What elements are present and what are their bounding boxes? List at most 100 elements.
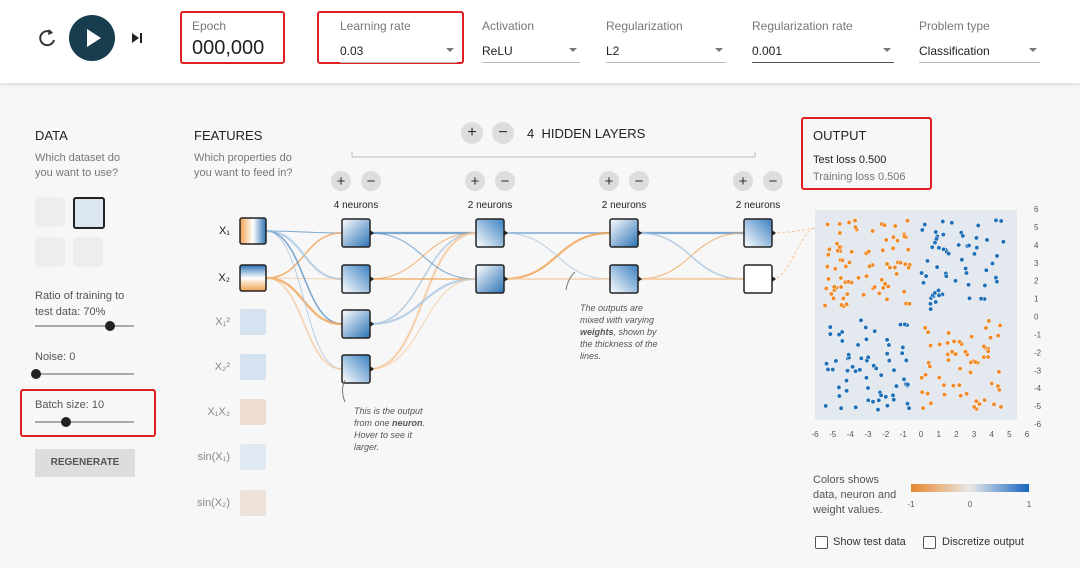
checkbox-label[interactable]: Discretize output	[942, 536, 1024, 548]
data-point	[959, 257, 965, 263]
batch-thumb[interactable]	[61, 417, 71, 427]
data-point	[901, 376, 907, 382]
data-point	[852, 218, 858, 224]
data-point	[837, 230, 843, 236]
note-arrow	[342, 379, 346, 403]
data-point	[839, 338, 845, 344]
data-point	[891, 397, 897, 403]
note-arrow	[565, 271, 576, 291]
data-point	[890, 245, 896, 251]
dropdown-label: Activation	[482, 19, 535, 33]
data-point	[933, 299, 939, 305]
dataset-xor[interactable]	[73, 197, 105, 229]
scale-tick: 1	[1027, 500, 1032, 509]
regenerate-button[interactable]: REGENERATE	[35, 449, 135, 477]
data-point	[928, 343, 934, 349]
dropdown-value[interactable]: 0.001	[752, 44, 783, 58]
step-button[interactable]	[132, 33, 142, 43]
data-point	[919, 227, 925, 233]
dropdown-value[interactable]: ReLU	[482, 44, 513, 58]
data-point	[863, 375, 869, 381]
feature-label[interactable]: X₁X₂	[207, 406, 230, 418]
feature-label[interactable]: X₁²	[215, 316, 230, 328]
data-point	[828, 291, 834, 297]
checkbox[interactable]	[815, 536, 828, 549]
dropdown-label: Regularization	[606, 19, 683, 33]
x-tick-label: -4	[847, 430, 855, 439]
feature-label[interactable]: X₂²	[214, 361, 230, 373]
remove-neuron	[629, 171, 649, 191]
dropdown-arrow[interactable]	[569, 48, 577, 52]
dataset-circle[interactable]	[35, 197, 65, 227]
x-tick-label: 0	[919, 430, 924, 439]
feature-label[interactable]: sin(X₂)	[197, 497, 230, 509]
x-tick-label: 6	[1025, 430, 1030, 439]
checkbox-label[interactable]: Show test data	[833, 536, 906, 548]
data-point	[981, 354, 987, 360]
ratio-slider[interactable]	[35, 325, 134, 327]
ratio-thumb[interactable]	[105, 321, 115, 331]
noise-label: Noise:	[35, 351, 67, 363]
dropdown-arrow[interactable]	[715, 48, 723, 52]
dataset-gauss[interactable]	[35, 237, 65, 267]
data-point	[833, 358, 839, 364]
data-point	[872, 284, 878, 290]
data-point	[940, 232, 946, 238]
weight-link	[265, 277, 343, 370]
data-point	[886, 358, 892, 364]
data-point	[928, 400, 934, 406]
batch-slider[interactable]	[35, 421, 134, 423]
data-point	[832, 266, 838, 272]
dropdown-arrow[interactable]	[883, 48, 891, 52]
weight-link	[369, 232, 477, 280]
features-question: Which properties do you want to feed in?	[194, 152, 293, 179]
dropdown-arrow[interactable]	[1029, 48, 1037, 52]
dropdown-value[interactable]: Classification	[919, 44, 990, 58]
data-point	[933, 229, 939, 235]
y-tick-label: -4	[1034, 384, 1042, 393]
ratio-label: Ratio of training to test data:	[35, 290, 125, 318]
dropdown-arrow[interactable]	[446, 48, 454, 52]
data-point	[973, 398, 979, 404]
data-point	[865, 397, 871, 403]
data-point	[836, 393, 842, 399]
dropdown-value[interactable]: L2	[606, 44, 620, 58]
neuron	[743, 264, 773, 294]
noise-thumb[interactable]	[31, 369, 41, 379]
data-point	[865, 354, 871, 360]
note-text: , shown by the thickness of the lines.	[580, 327, 658, 361]
data-point	[994, 279, 1000, 285]
data-point	[876, 290, 882, 296]
output-title: OUTPUT	[813, 128, 867, 143]
checkbox[interactable]	[923, 536, 936, 549]
weight-link	[369, 278, 477, 370]
neuron	[341, 309, 371, 339]
data-point	[837, 221, 843, 227]
data-point	[956, 382, 962, 388]
noise-slider[interactable]	[35, 373, 134, 375]
feature-label[interactable]: X₂	[218, 272, 230, 284]
dataset-spiral[interactable]	[73, 237, 103, 267]
dropdown-value[interactable]: 0.03	[340, 44, 364, 58]
data-point	[871, 363, 877, 369]
data-point	[964, 270, 969, 276]
feature-label[interactable]: sin(X₁)	[197, 451, 230, 463]
data-point	[830, 367, 836, 373]
neuron-port	[638, 230, 642, 236]
weight-link	[265, 230, 343, 325]
add-layer[interactable]: +	[461, 122, 483, 144]
data-point	[845, 279, 851, 285]
data-point	[957, 366, 963, 372]
remove-layer[interactable]: −	[492, 122, 514, 144]
feature-label[interactable]: X₁	[218, 225, 230, 237]
data-point	[937, 341, 943, 347]
data-point	[982, 397, 988, 403]
highlight	[317, 11, 464, 64]
data-point	[884, 337, 890, 343]
note-text: The outputs are mixed with varying	[580, 303, 655, 325]
y-tick-label: 5	[1034, 223, 1039, 232]
add-neuron	[599, 171, 619, 191]
reset-icon[interactable]	[39, 30, 55, 47]
